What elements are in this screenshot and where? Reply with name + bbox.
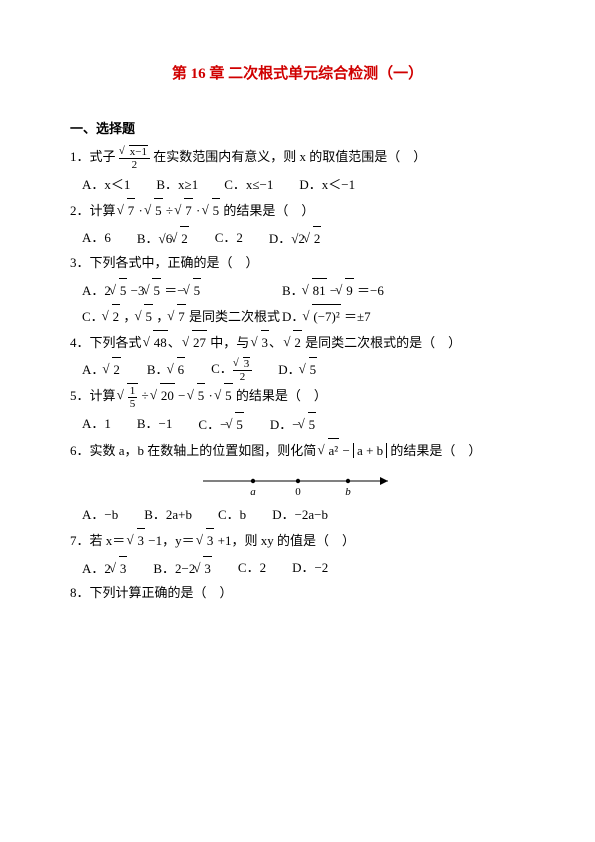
q3-opt-d: D．(−7)² ＝±7	[282, 304, 482, 330]
sqrt-icon: 5	[216, 383, 233, 409]
q2-rest: 的结果是（ ）	[223, 203, 314, 218]
q7-rest: +1，则 xy 的值是（ ）	[218, 533, 355, 548]
sqrt-icon: 2	[305, 226, 322, 252]
q4-rest2: 是同类二次根式的是（ ）	[305, 335, 461, 350]
q2-stem: 2．计算	[70, 203, 116, 218]
q6-opt-a: A．−b	[82, 503, 118, 528]
q1-opt-d: D．x＜−1	[299, 173, 355, 198]
q1-stem-a: 1．式子	[70, 149, 116, 164]
q1-opt-a: A．x＜1	[82, 173, 130, 198]
q3-options: A．25 −35 ＝−5 B．81 −9 ＝−6 C．2 ，5 ，7 是同类二次…	[82, 278, 525, 329]
sqrt-icon: 2	[285, 330, 302, 356]
q2-opt-d: D．√2	[269, 231, 305, 246]
sqrt-icon: 3	[253, 330, 270, 356]
q3-opt-c: C．2 ，5 ，7 是同类二次根式	[82, 304, 282, 330]
q4-opt-b: B．	[147, 362, 169, 377]
q3-opt-a: A．25 −35 ＝−5	[82, 278, 282, 304]
question-6: 6．实数 a，b 在数轴上的位置如图，则化简 a² − a + b 的结果是（ …	[70, 438, 525, 464]
question-5: 5．计算 15 ÷ 20 − 5 · 5 的结果是（ ）	[70, 383, 525, 410]
abs-expr: a + b	[353, 443, 387, 458]
q4-opt-d: D．	[278, 362, 300, 377]
question-1: 1．式子 x−1 2 在实数范围内有意义，则 x 的取值范围是（ ）	[70, 145, 525, 171]
q3-opt-b: B．81 −9 ＝−6	[282, 278, 482, 304]
number-line-figure: a 0 b	[198, 469, 398, 499]
q4-opt-c: C．	[211, 361, 233, 376]
q7-mid: −1，y＝	[148, 533, 194, 548]
question-7: 7．若 x＝ 3 −1，y＝ 3 +1，则 xy 的值是（ ）	[70, 528, 525, 554]
q4-stem: 4．下列各式	[70, 335, 142, 350]
q5-opt-b: B．−1	[137, 412, 173, 438]
q2-opt-b: B．√6	[137, 231, 172, 246]
sqrt-icon: 7	[119, 198, 136, 224]
q7-opt-d: D．−2	[292, 556, 328, 582]
page-title: 第 16 章 二次根式单元综合检测（一）	[70, 60, 525, 89]
q1-opt-b: B．x≥1	[156, 173, 198, 198]
svg-text:0: 0	[295, 486, 301, 498]
sqrt-icon: 5	[204, 198, 221, 224]
svg-text:b: b	[345, 486, 351, 498]
sqrt-icon: 3	[198, 528, 215, 554]
sqrt-icon: 2	[172, 226, 189, 252]
q1-options: A．x＜1 B．x≥1 C．x≤−1 D．x＜−1	[82, 173, 525, 198]
q6-stem: 6．实数 a，b 在数轴上的位置如图，则化简	[70, 443, 316, 458]
q5-opt-c: C．−	[198, 417, 227, 432]
q5-opt-a: A．1	[82, 412, 111, 438]
svg-text:a: a	[250, 486, 256, 498]
q1-opt-c: C．x≤−1	[224, 173, 273, 198]
sqrt-icon: 15	[119, 383, 139, 410]
sqrt-icon: 7	[176, 198, 193, 224]
q7-opt-c: C．2	[238, 556, 266, 582]
q1-fraction: x−1 2	[119, 145, 150, 171]
question-8: 8．下列计算正确的是（ ）	[70, 581, 525, 606]
q6-opt-b: B．2a+b	[144, 503, 192, 528]
q4-options: A．2 B．6 C．32 D．5	[82, 357, 525, 383]
sqrt-icon: 27	[184, 330, 207, 356]
q2-opt-a: A．6	[82, 226, 111, 252]
q2-opt-c: C．2	[215, 226, 243, 252]
question-3: 3．下列各式中，正确的是（ ）	[70, 251, 525, 276]
q6-opt-d: D．−2a−b	[272, 503, 328, 528]
q5-rest: 的结果是（ ）	[236, 388, 327, 403]
q6-rest2: 的结果是（ ）	[390, 443, 481, 458]
q5-opt-d: D．−	[270, 417, 300, 432]
q5-options: A．1 B．−1 C．−5 D．−5	[82, 412, 525, 438]
q4-rest: 中，与	[210, 335, 249, 350]
q7-options: A．23 B．2−23 C．2 D．−2	[82, 556, 525, 582]
q6-opt-c: C．b	[218, 503, 246, 528]
q7-opt-b: B．2−2	[153, 561, 195, 576]
q2-options: A．6 B．√62 C．2 D．√22	[82, 226, 525, 252]
sqrt-icon: 5	[146, 198, 163, 224]
q4-opt-a: A．	[82, 362, 104, 377]
q1-stem-b: 在实数范围内有意义，则 x 的取值范围是（ ）	[153, 149, 426, 164]
section-a-head: 一、选择题	[70, 117, 525, 142]
q6-rest: −	[342, 443, 349, 458]
sqrt-icon: 20	[152, 383, 175, 409]
sqrt-icon: 48	[145, 330, 168, 356]
q5-stem: 5．计算	[70, 388, 116, 403]
question-4: 4．下列各式 48、 27 中，与 3、 2 是同类二次根式的是（ ）	[70, 330, 525, 356]
q7-stem: 7．若 x＝	[70, 533, 125, 548]
q6-options: A．−b B．2a+b C．b D．−2a−b	[82, 503, 525, 528]
sqrt-icon: 3	[129, 528, 146, 554]
q7-opt-a: A．2	[82, 561, 111, 576]
sqrt-icon: 5	[189, 383, 206, 409]
question-2: 2．计算 7 · 5 ÷ 7 · 5 的结果是（ ）	[70, 198, 525, 224]
sqrt-icon: a²	[320, 438, 340, 464]
